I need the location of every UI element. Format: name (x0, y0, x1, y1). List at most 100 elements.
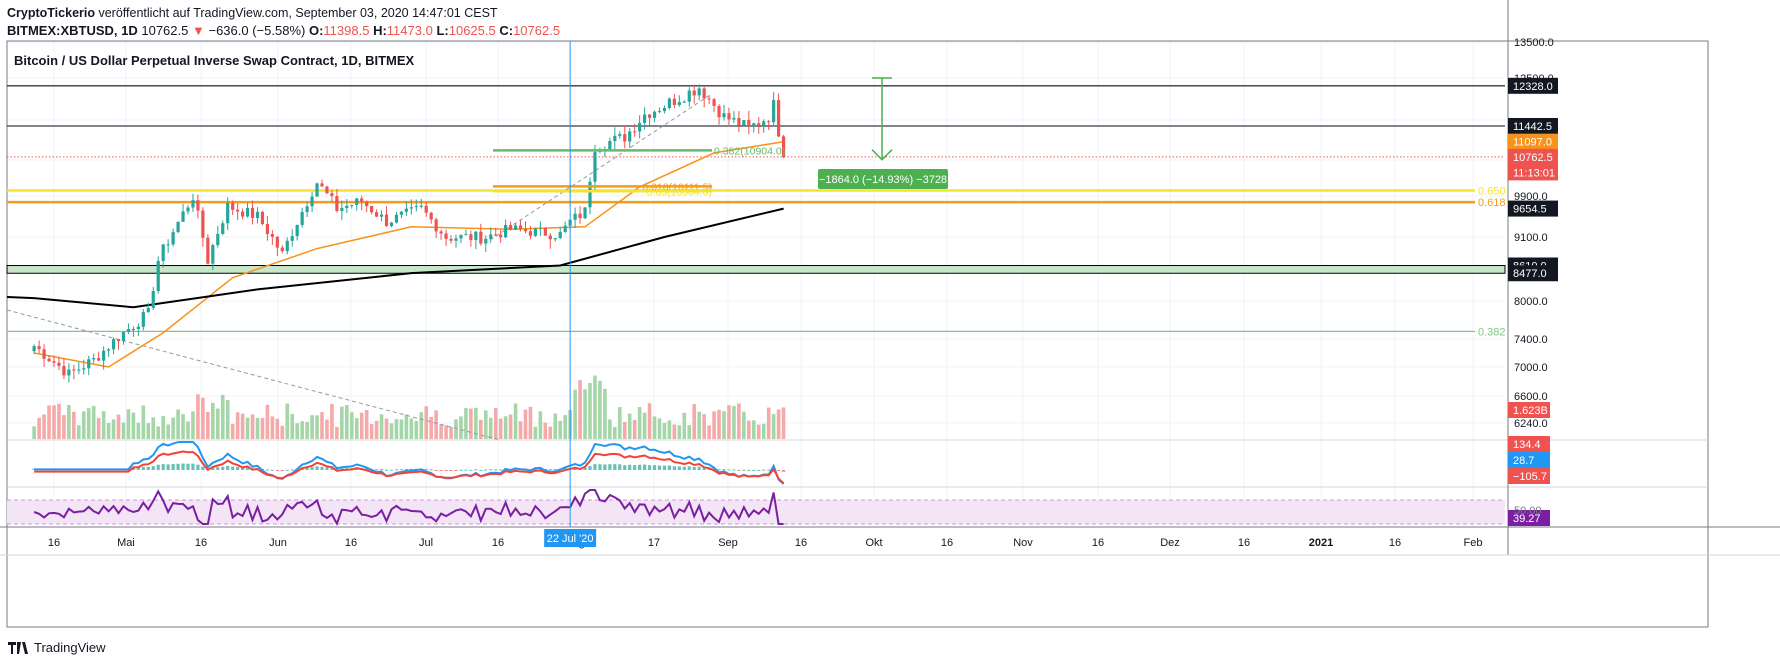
volume-bar (230, 423, 235, 439)
candle-body (558, 232, 562, 239)
candle-body (151, 291, 155, 308)
candle-body (335, 196, 339, 211)
macd-histogram-bar (146, 466, 150, 470)
volume-bar (652, 416, 657, 439)
volume-bar (215, 408, 220, 439)
candle-body (131, 328, 136, 330)
candle-body (717, 105, 721, 118)
candle-body (533, 228, 538, 236)
volume-bar (349, 412, 354, 439)
price-axis[interactable]: 13500.012500.09900.09100.08000.07400.070… (1507, 0, 1558, 555)
time-tick: 16 (1238, 537, 1250, 549)
macd-histogram-bar (191, 463, 195, 470)
macd-histogram-bar (444, 470, 448, 471)
candle-body (523, 229, 528, 232)
candle-body (548, 235, 552, 240)
macd-histogram-bar (141, 466, 145, 470)
volume-bar (697, 411, 701, 439)
candle-body (712, 99, 716, 106)
volume-bar (325, 419, 329, 439)
macd-histogram-bar (389, 469, 394, 471)
volume-bar (642, 412, 647, 439)
volume-bar (201, 397, 205, 439)
volume-bar (399, 419, 404, 439)
candle-body (355, 198, 359, 205)
candle-body (409, 207, 413, 209)
macd-histogram-bar (722, 469, 726, 471)
volume-bar (156, 426, 161, 439)
volume-bar (742, 411, 746, 439)
volume-bar (662, 423, 667, 439)
volume-bar (588, 383, 592, 439)
candle-body (702, 88, 706, 99)
candle-body (439, 231, 443, 234)
macd-histogram-bar (231, 466, 235, 470)
volume-bar (538, 411, 543, 439)
volume-bar (235, 412, 240, 439)
candle-body (384, 214, 389, 227)
brand-name[interactable]: TradingView (34, 639, 106, 655)
macd-histogram-bar (737, 470, 741, 471)
volume-bar (72, 411, 76, 439)
support-zone (6, 265, 1506, 274)
volume-bar (166, 424, 170, 439)
ohlc-line: BITMEX:XBTUSD, 1D 10762.5 ▼ −636.0 (−5.5… (7, 22, 560, 40)
candle-body (513, 225, 518, 230)
macd-histogram-bar (548, 469, 552, 471)
crosshair-date-box (544, 529, 597, 547)
candle-body (102, 350, 106, 361)
candle-body (275, 236, 279, 248)
macd-histogram-bar (469, 469, 473, 471)
symbol-label[interactable]: BITMEX:XBTUSD, 1D (7, 23, 138, 38)
volume-bar (583, 389, 587, 439)
candle-body (404, 208, 408, 212)
volume-bar (161, 416, 165, 439)
time-tick: 16 (345, 537, 357, 549)
macd-histogram-bar (588, 465, 592, 470)
macd-histogram-bar (479, 469, 483, 471)
tradingview-logo-icon[interactable] (8, 640, 28, 654)
candle-body (419, 205, 423, 207)
time-tick: Feb (1464, 537, 1483, 549)
candle-body (255, 211, 260, 218)
candles (32, 84, 786, 383)
indicator-label: 39.27 (1513, 513, 1541, 525)
volume-bar (444, 425, 448, 439)
macd-histogram-bar (434, 470, 438, 471)
volume-bar (573, 389, 577, 439)
macd-histogram-bar (374, 469, 379, 471)
level-label: 0.382 (1478, 326, 1506, 338)
volume-bar (553, 413, 558, 439)
candle-body (315, 183, 319, 197)
candle-body (508, 225, 513, 230)
candle-body (772, 100, 776, 123)
volume-bar (240, 413, 245, 439)
volume-bar (747, 420, 751, 439)
price-label: 11442.5 (1513, 121, 1552, 133)
time-axis[interactable]: 16Mai16Jun16Jul16Aug17Sep16Okt16Nov16Dez… (0, 526, 1780, 556)
macd-histogram-bar (449, 470, 453, 471)
candle-body (260, 211, 265, 225)
volume-bar (617, 407, 622, 439)
candle-body (489, 234, 493, 239)
volume-bar (270, 416, 275, 439)
macd-histogram-bar (752, 469, 756, 471)
candle-body (265, 224, 270, 234)
volume-bar (722, 411, 726, 439)
high-value: 11473.0 (386, 23, 433, 38)
candle-body (429, 212, 433, 220)
publisher-name[interactable]: CryptoTickerio (7, 6, 95, 20)
price-tick: 6240.0 (1514, 418, 1548, 430)
volume-bar (528, 406, 533, 439)
candle-body (57, 362, 61, 366)
volume-bar (419, 412, 424, 439)
volume-bar (781, 407, 786, 439)
macd-histogram-bar (275, 470, 279, 471)
chart-frame (6, 40, 1709, 628)
macd-histogram-bar (131, 467, 136, 470)
candle-body (638, 122, 642, 132)
volume-bar (687, 425, 692, 439)
time-tick: Jul (419, 537, 433, 549)
volume-bar (761, 423, 766, 439)
